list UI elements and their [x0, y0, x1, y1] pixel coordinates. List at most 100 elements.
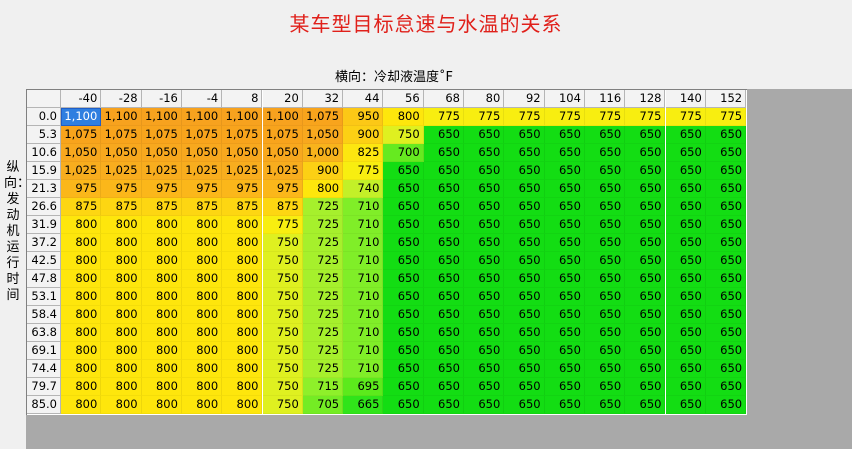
table-cell[interactable]: 650 — [544, 342, 585, 360]
table-cell[interactable]: 775 — [625, 108, 666, 126]
table-cell[interactable]: 800 — [141, 216, 182, 234]
table-cell[interactable]: 725 — [302, 324, 344, 342]
table-cell[interactable]: 710 — [343, 270, 384, 288]
table-cell[interactable]: 750 — [262, 342, 303, 360]
table-cell[interactable]: 800 — [61, 324, 102, 342]
table-cell[interactable]: 1,050 — [101, 144, 142, 162]
table-cell[interactable]: 1,025 — [101, 162, 142, 180]
table-cell[interactable]: 800 — [101, 288, 142, 306]
table-cell[interactable]: 650 — [584, 162, 626, 180]
table-cell[interactable]: 650 — [504, 252, 545, 270]
table-cell[interactable]: 800 — [61, 234, 102, 252]
table-cell[interactable]: 650 — [383, 288, 424, 306]
table-cell[interactable]: 705 — [302, 396, 344, 414]
table-cell[interactable]: 875 — [141, 198, 182, 216]
table-cell[interactable]: 1,075 — [302, 108, 344, 126]
table-cell[interactable]: 650 — [625, 144, 666, 162]
table-cell[interactable]: 650 — [584, 378, 626, 396]
table-cell[interactable]: 650 — [504, 360, 545, 378]
table-cell[interactable]: 650 — [544, 144, 585, 162]
table-cell[interactable]: 650 — [504, 270, 545, 288]
table-cell[interactable]: 710 — [343, 324, 384, 342]
table-cell[interactable]: 650 — [705, 342, 747, 360]
table-cell[interactable]: 1,050 — [262, 144, 303, 162]
table-cell[interactable]: 1,025 — [262, 162, 303, 180]
table-cell[interactable]: 700 — [383, 144, 424, 162]
table-cell[interactable]: 800 — [181, 288, 223, 306]
table-cell[interactable]: 650 — [464, 180, 505, 198]
table-cell[interactable]: 650 — [504, 306, 545, 324]
table-cell[interactable]: 1,075 — [141, 126, 182, 144]
table-cell[interactable]: 650 — [665, 126, 706, 144]
table-cell[interactable]: 800 — [61, 270, 102, 288]
table-cell[interactable]: 650 — [544, 216, 585, 234]
table-cell[interactable]: 650 — [544, 378, 585, 396]
table-cell[interactable]: 875 — [101, 198, 142, 216]
table-cell[interactable]: 650 — [504, 378, 545, 396]
table-cell[interactable]: 650 — [584, 216, 626, 234]
table-cell[interactable]: 725 — [302, 198, 344, 216]
table-cell[interactable]: 650 — [504, 216, 545, 234]
table-cell[interactable]: 710 — [343, 234, 384, 252]
table-cell[interactable]: 875 — [262, 198, 303, 216]
table-cell[interactable]: 650 — [383, 252, 424, 270]
table-cell[interactable]: 650 — [383, 396, 424, 414]
table-cell[interactable]: 800 — [222, 306, 263, 324]
table-cell[interactable]: 800 — [101, 378, 142, 396]
table-cell[interactable]: 650 — [584, 126, 626, 144]
table-cell[interactable]: 950 — [343, 108, 384, 126]
table-cell[interactable]: 650 — [383, 306, 424, 324]
table-cell[interactable]: 650 — [504, 144, 545, 162]
table-cell[interactable]: 710 — [343, 360, 384, 378]
table-cell[interactable]: 800 — [222, 216, 263, 234]
table-cell[interactable]: 650 — [705, 288, 747, 306]
table-cell[interactable]: 800 — [302, 180, 344, 198]
table-cell[interactable]: 650 — [584, 270, 626, 288]
table-cell[interactable]: 750 — [262, 360, 303, 378]
table-cell[interactable]: 800 — [222, 234, 263, 252]
table-cell[interactable]: 650 — [504, 288, 545, 306]
table-cell[interactable]: 650 — [625, 288, 666, 306]
table-cell[interactable]: 800 — [181, 396, 223, 414]
table-cell[interactable]: 710 — [343, 342, 384, 360]
table-cell[interactable]: 1,050 — [181, 144, 223, 162]
table-cell[interactable]: 650 — [423, 144, 464, 162]
table-cell[interactable]: 650 — [504, 126, 545, 144]
table-cell[interactable]: 900 — [343, 126, 384, 144]
table-cell[interactable]: 875 — [222, 198, 263, 216]
table-cell[interactable]: 800 — [61, 306, 102, 324]
table-cell[interactable]: 650 — [464, 378, 505, 396]
table-cell[interactable]: 800 — [101, 306, 142, 324]
table-cell[interactable]: 650 — [464, 396, 505, 414]
table-cell[interactable]: 710 — [343, 252, 384, 270]
table-cell[interactable]: 800 — [383, 108, 424, 126]
table-cell[interactable]: 800 — [101, 270, 142, 288]
table-cell[interactable]: 650 — [464, 234, 505, 252]
table-cell[interactable]: 650 — [423, 198, 464, 216]
table-cell[interactable]: 650 — [705, 360, 747, 378]
table-cell[interactable]: 650 — [665, 324, 706, 342]
table-cell[interactable]: 875 — [181, 198, 223, 216]
table-cell[interactable]: 775 — [464, 108, 505, 126]
table-cell[interactable]: 650 — [504, 234, 545, 252]
table-cell[interactable]: 1,050 — [61, 144, 102, 162]
table-cell[interactable]: 650 — [625, 324, 666, 342]
table-cell[interactable]: 800 — [101, 324, 142, 342]
table-cell[interactable]: 800 — [222, 342, 263, 360]
table-cell[interactable]: 650 — [665, 216, 706, 234]
table-cell[interactable]: 650 — [625, 342, 666, 360]
table-cell[interactable]: 775 — [544, 108, 585, 126]
table-cell[interactable]: 650 — [665, 234, 706, 252]
table-cell[interactable]: 725 — [302, 342, 344, 360]
table-cell[interactable]: 650 — [584, 288, 626, 306]
table-cell[interactable]: 1,100 — [141, 108, 182, 126]
table-cell[interactable]: 750 — [383, 126, 424, 144]
table-cell[interactable]: 650 — [705, 378, 747, 396]
table-cell[interactable]: 650 — [584, 324, 626, 342]
table-cell[interactable]: 650 — [464, 360, 505, 378]
table-cell[interactable]: 650 — [705, 306, 747, 324]
table-cell[interactable]: 975 — [222, 180, 263, 198]
table-cell[interactable]: 800 — [181, 252, 223, 270]
table-cell[interactable]: 725 — [302, 288, 344, 306]
table-cell[interactable]: 650 — [665, 342, 706, 360]
